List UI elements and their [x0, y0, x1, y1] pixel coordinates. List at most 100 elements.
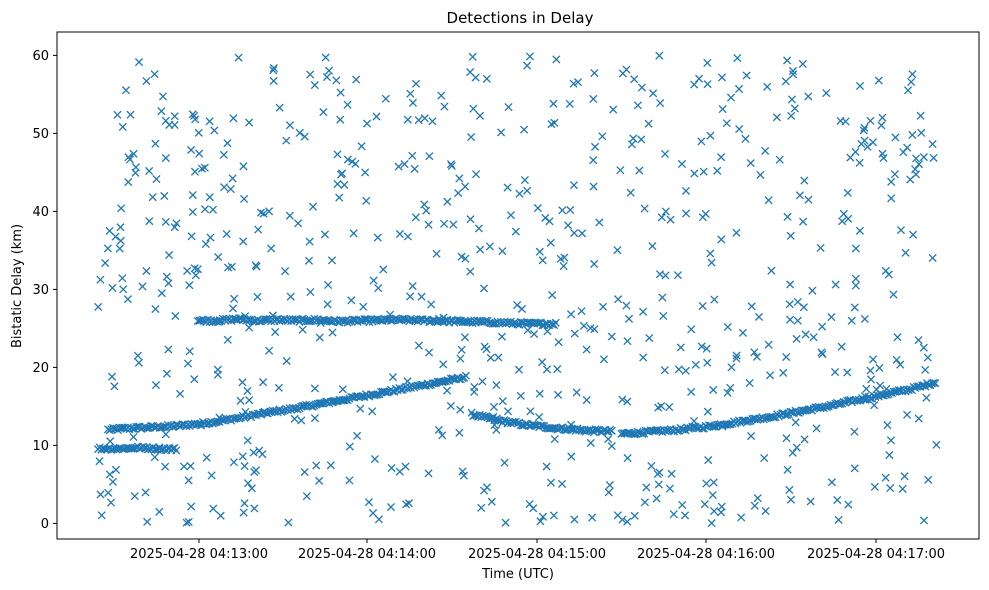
- scatter-point: [333, 150, 342, 159]
- scatter-point: [723, 322, 732, 332]
- scatter-point: [182, 518, 191, 527]
- scatter-point: [338, 385, 347, 394]
- scatter-point: [695, 74, 704, 83]
- scatter-point: [783, 212, 792, 221]
- scatter-point: [129, 149, 138, 158]
- scatter-point: [642, 483, 651, 492]
- scatter-point: [927, 379, 937, 388]
- scatter-point: [763, 82, 772, 91]
- scatter-point: [783, 56, 792, 65]
- scatter-point: [629, 134, 638, 143]
- scatter-point: [359, 302, 368, 311]
- scatter-point: [115, 244, 124, 253]
- scatter-point: [589, 182, 598, 191]
- scatter-point: [185, 347, 194, 356]
- scatter-point: [847, 316, 856, 325]
- scatter-point: [138, 282, 147, 291]
- scatter-point: [186, 462, 195, 471]
- scatter-point: [697, 342, 706, 351]
- scatter-point: [718, 422, 727, 431]
- scatter-point: [200, 163, 209, 172]
- scatter-point: [556, 254, 565, 263]
- scatter-point: [767, 266, 776, 275]
- scatter-point: [885, 450, 894, 460]
- scatter-point: [284, 518, 293, 527]
- scatter-point: [912, 154, 921, 163]
- scatter-point: [808, 286, 817, 295]
- scatter-point: [126, 110, 135, 119]
- scatter-point: [750, 348, 759, 357]
- scatter-point: [124, 153, 133, 162]
- scatter-point: [227, 262, 236, 271]
- scatter-point: [148, 193, 157, 202]
- scatter-point: [104, 488, 113, 497]
- scatter-point: [787, 95, 797, 104]
- scatter-point: [497, 332, 506, 341]
- scatter-point: [816, 243, 825, 252]
- scatter-point: [806, 497, 815, 506]
- scatter-point: [408, 315, 417, 324]
- chart-title: Detections in Delay: [447, 9, 594, 27]
- scatter-point: [373, 233, 382, 242]
- scatter-point: [449, 220, 458, 229]
- scatter-point: [607, 332, 616, 341]
- scatter-point: [461, 371, 470, 380]
- scatter-point: [503, 318, 512, 327]
- scatter-point: [183, 266, 192, 275]
- scatter-point: [121, 86, 131, 95]
- scatter-point: [903, 410, 912, 419]
- scatter-point: [124, 177, 133, 187]
- scatter-point: [158, 92, 168, 101]
- scatter-point: [238, 452, 247, 461]
- scatter-point: [750, 501, 759, 510]
- scatter-point: [875, 381, 885, 390]
- scatter-point: [306, 70, 315, 79]
- scatter-point: [855, 158, 864, 167]
- scatter-point: [681, 209, 691, 218]
- scatter-point: [723, 388, 732, 397]
- scatter-point: [546, 478, 556, 487]
- scatter-point: [298, 325, 307, 334]
- scatter-point: [424, 220, 433, 229]
- scatter-point: [659, 311, 668, 320]
- scatter-point: [440, 219, 449, 228]
- scatter-point: [254, 225, 263, 234]
- scatter-point: [628, 429, 637, 438]
- scatter-point: [297, 315, 306, 324]
- scatter-point: [438, 431, 447, 440]
- scatter-point: [877, 121, 886, 130]
- scatter-point: [368, 509, 378, 518]
- scatter-point: [222, 414, 231, 423]
- scatter-point: [830, 367, 840, 377]
- scatter-point: [726, 383, 735, 392]
- scatter-point: [791, 418, 800, 427]
- scatter-point: [230, 294, 239, 303]
- scatter-point: [488, 319, 497, 328]
- scatter-point: [747, 302, 756, 311]
- scatter-point: [129, 432, 138, 442]
- scatter-point: [924, 475, 933, 484]
- scatter-point: [425, 152, 434, 161]
- scatter-point: [179, 462, 189, 471]
- scatter-point: [707, 519, 716, 528]
- scatter-point: [319, 108, 328, 117]
- scatter-point: [535, 389, 544, 398]
- scatter-point: [479, 284, 489, 293]
- scatter-point: [637, 83, 647, 92]
- scatter-point: [886, 436, 896, 445]
- scatter-point: [700, 500, 709, 509]
- scatter-point: [315, 333, 324, 342]
- scatter-point: [285, 211, 294, 220]
- scatter-point: [364, 498, 373, 507]
- scatter-point: [831, 280, 840, 289]
- scatter-point: [268, 311, 277, 320]
- scatter-point: [408, 151, 417, 160]
- scatter-point: [756, 170, 765, 179]
- scatter-point: [795, 191, 804, 200]
- scatter-point: [264, 207, 274, 216]
- scatter-point: [141, 488, 150, 497]
- scatter-point: [816, 403, 825, 413]
- scatter-point: [245, 323, 254, 332]
- scatter-point: [546, 238, 555, 247]
- scatter-point: [267, 244, 276, 253]
